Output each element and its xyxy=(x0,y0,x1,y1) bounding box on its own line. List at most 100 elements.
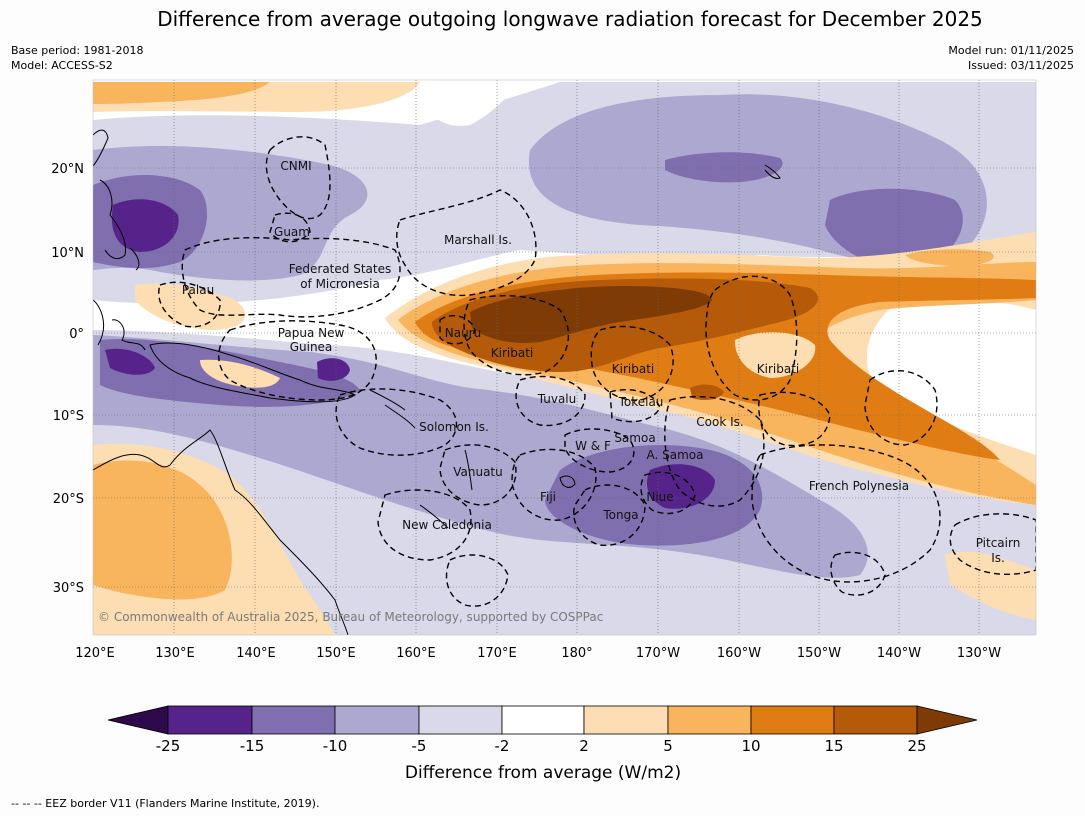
coast-new-caledonia xyxy=(419,504,449,529)
colorbar-tick: 15 xyxy=(824,737,843,755)
anomaly-deep-purple-newguinea xyxy=(105,348,155,375)
colorbar-bin xyxy=(251,705,336,735)
coast-solomon xyxy=(369,389,416,429)
colorbar-tick: -5 xyxy=(412,737,427,755)
anomaly-brown-core xyxy=(470,286,712,344)
label-new-caledonia: New Caledonia xyxy=(402,518,492,532)
anomaly-deep-purple-niue xyxy=(646,464,715,509)
lon-tick: 150°E xyxy=(316,646,356,661)
eez-vanuatu xyxy=(439,444,517,506)
colorbar-label: Difference from average (W/m2) xyxy=(405,763,681,783)
lon-tick: 120°E xyxy=(75,646,115,661)
coast-new-guinea xyxy=(149,342,357,403)
label-vanuatu: Vanuatu xyxy=(453,465,503,479)
colorbar-bin xyxy=(501,705,585,735)
base-period-info: Base period: 1981-2018 Model: ACCESS-S2 xyxy=(11,43,143,73)
coast-asia xyxy=(93,129,109,167)
label-png-1: Papua New xyxy=(278,326,345,340)
model-run: Model run: 01/11/2025 xyxy=(948,44,1074,57)
label-pitcairn-2: Is. xyxy=(991,551,1005,565)
label-tuvalu: Tuvalu xyxy=(537,392,577,406)
colorbar-tick: 25 xyxy=(907,737,926,755)
eez-french-polynesia xyxy=(751,444,941,583)
coast-borneo xyxy=(93,299,105,346)
eez-borders xyxy=(158,136,1036,607)
label-samoa: Samoa xyxy=(614,431,655,445)
coast-fiji xyxy=(559,475,576,488)
coastlines xyxy=(93,129,781,635)
colorbar-tick: 10 xyxy=(741,737,760,755)
colorbar-bin xyxy=(833,705,918,735)
label-kiribati-central: Kiribati xyxy=(612,362,654,376)
colorbar-bin xyxy=(750,705,835,735)
label-kiribati-west: Kiribati xyxy=(491,346,533,360)
lat-tick: 30°S xyxy=(53,581,84,596)
eez-pitcairn xyxy=(949,513,1036,575)
label-tonga: Tonga xyxy=(602,508,638,522)
lon-tick: 140°W xyxy=(877,646,921,661)
lon-tick: 130°W xyxy=(957,646,1001,661)
label-micronesia-2: of Micronesia xyxy=(300,277,380,291)
chart-title: Difference from average outgoing longwav… xyxy=(157,7,983,31)
lat-tick: 10°S xyxy=(53,409,84,424)
eez-fiji xyxy=(511,448,597,521)
anomaly-light-orange-se xyxy=(945,551,1036,620)
coast-hawaii xyxy=(764,164,781,179)
colorbar-bin xyxy=(418,705,503,735)
anomaly-light-orange-palau xyxy=(135,283,246,330)
anomaly-deep-purple-png xyxy=(317,358,350,381)
model-run-info: Model run: 01/11/2025 Issued: 03/11/2025 xyxy=(948,43,1074,73)
anomaly-field xyxy=(93,80,1036,635)
label-niue: Niue xyxy=(646,490,673,504)
anomaly-mid-orange-right xyxy=(905,249,994,266)
label-cnmi: CNMI xyxy=(280,159,311,173)
label-cook: Cook Is. xyxy=(696,415,743,429)
latitude-ticks: 20°N 10°N 0° 10°S 20°S 30°S xyxy=(51,162,84,596)
coast-philippines xyxy=(99,179,140,271)
colorbar-tick: 5 xyxy=(663,737,673,755)
coast-vanuatu xyxy=(464,449,473,491)
colorbar-tick: -10 xyxy=(323,737,348,755)
coast-sulawesi xyxy=(111,319,146,351)
colorbar: -25 -15 -10 -5 -2 2 5 10 15 25 Differenc… xyxy=(107,705,978,783)
eez-tuvalu xyxy=(515,375,586,427)
eez-cnmi xyxy=(265,136,331,220)
colorbar-tick: -15 xyxy=(240,737,265,755)
eez-guam xyxy=(269,212,311,243)
lat-tick: 20°N xyxy=(51,162,84,177)
copyright-notice: © Commonwealth of Australia 2025, Bureau… xyxy=(98,610,603,624)
eez-kiribati-east xyxy=(705,275,798,401)
eez-source-note: -- -- -- EEZ border V11 (Flanders Marine… xyxy=(11,797,320,810)
label-guam: Guam xyxy=(274,225,310,239)
colorbar-tick: 2 xyxy=(579,737,589,755)
eez-new-caledonia xyxy=(377,489,472,561)
lat-tick: 10°N xyxy=(51,246,84,261)
coast-australia xyxy=(93,429,349,635)
eez-fp-east xyxy=(864,370,938,446)
colorbar-bin xyxy=(167,705,253,735)
eez-kiribati-west xyxy=(463,295,570,376)
eez-marshall xyxy=(396,189,537,297)
issued-date: Issued: 03/11/2025 xyxy=(967,59,1074,72)
lon-tick: 160°W xyxy=(717,646,761,661)
label-pitcairn-1: Pitcairn xyxy=(976,536,1021,550)
label-png-2: Guinea xyxy=(290,340,333,354)
base-period: Base period: 1981-2018 xyxy=(11,44,144,57)
eez-kiribati-central xyxy=(590,325,674,401)
colorbar-bin xyxy=(667,705,752,735)
label-french-polynesia: French Polynesia xyxy=(809,479,909,493)
eez-tonga xyxy=(573,484,646,546)
lon-tick: 150°W xyxy=(797,646,841,661)
label-marshall: Marshall Is. xyxy=(444,233,512,247)
label-solomon: Solomon Is. xyxy=(419,420,489,434)
lat-tick: 0° xyxy=(69,327,84,342)
graticule xyxy=(93,80,1036,635)
eez-misc xyxy=(445,554,509,607)
eez-nauru xyxy=(439,314,476,345)
anomaly-white-band xyxy=(420,82,520,126)
eez-cook-2 xyxy=(758,391,831,447)
colorbar-bin xyxy=(583,705,669,735)
lon-tick: 140°E xyxy=(236,646,276,661)
lon-tick: 130°E xyxy=(155,646,195,661)
colorbar-tick: -2 xyxy=(495,737,510,755)
